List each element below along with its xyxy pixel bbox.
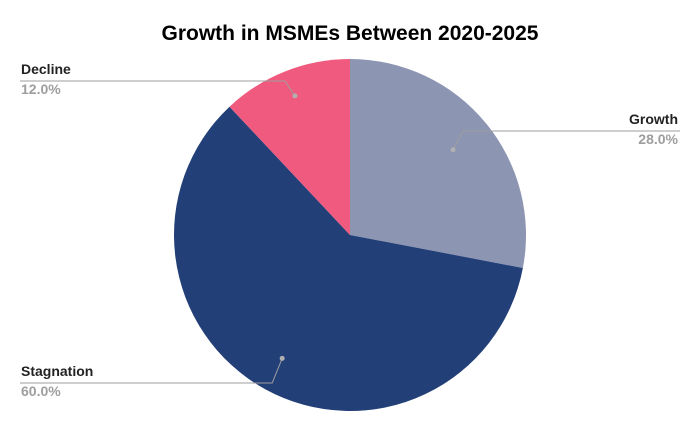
- callout-dot-stagnation: [279, 355, 285, 361]
- pie-slices: [174, 59, 526, 412]
- slice-value-growth: 28.0%: [638, 131, 678, 147]
- callout-line-decline: [20, 80, 296, 97]
- pie-slice-decline: [229, 59, 350, 235]
- chart-title: Growth in MSMEs Between 2020-2025: [162, 22, 539, 45]
- pie-slice-stagnation: [174, 106, 523, 412]
- pie-callouts: Growth 28.0% Stagnation 60.0% Decline 12.0%: [20, 61, 680, 399]
- slice-value-stagnation: 60.0%: [21, 383, 61, 399]
- callout-line-stagnation: [20, 358, 283, 384]
- callout-dot-decline: [292, 93, 298, 99]
- slice-label-stagnation: Stagnation: [21, 363, 93, 379]
- callout-line-growth: [452, 130, 680, 150]
- slice-label-growth: Growth: [629, 111, 678, 127]
- pie-slice-growth: [350, 59, 526, 268]
- callout-dot-growth: [450, 147, 456, 153]
- slice-label-decline: Decline: [21, 61, 71, 77]
- slice-value-decline: 12.0%: [21, 81, 61, 97]
